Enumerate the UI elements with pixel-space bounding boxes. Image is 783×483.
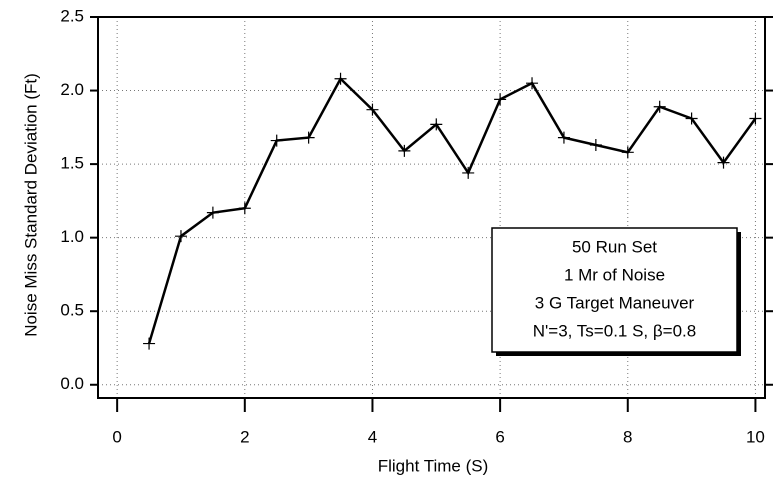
data-point: [334, 72, 347, 85]
x-tick-label: 4: [368, 427, 377, 446]
data-point: [557, 131, 570, 144]
data-line: [147, 76, 757, 344]
x-axis-title: Flight Time (S): [378, 456, 489, 475]
data-point: [174, 230, 187, 243]
annotation-line: 1 Mr of Noise: [564, 265, 665, 284]
y-tick-label: 1.5: [60, 154, 84, 173]
y-tick-label: 0.0: [60, 374, 84, 393]
data-point: [206, 206, 219, 219]
x-tick-label: 2: [240, 427, 249, 446]
data-point: [749, 112, 762, 125]
x-tick-label: 0: [112, 427, 121, 446]
data-point: [270, 134, 283, 147]
y-tick-label: 2.0: [60, 80, 84, 99]
data-point: [430, 118, 443, 131]
data-point: [398, 144, 411, 157]
x-tick-label: 6: [495, 427, 504, 446]
annotation-line: 3 G Target Maneuver: [535, 293, 695, 312]
data-point: [589, 138, 602, 151]
data-point: [302, 131, 315, 144]
data-point: [494, 93, 507, 106]
data-point: [143, 337, 156, 350]
data-point: [621, 146, 634, 159]
y-axis-title: Noise Miss Standard Deviation (Ft): [21, 73, 40, 337]
data-point: [717, 156, 730, 169]
data-point: [653, 100, 666, 113]
y-tick-label: 0.5: [60, 301, 84, 320]
x-tick-label: 8: [623, 427, 632, 446]
x-tick-label: 10: [746, 427, 765, 446]
data-point: [366, 103, 379, 116]
y-tick-label: 1.0: [60, 227, 84, 246]
data-point: [462, 166, 475, 179]
annotation-line: 50 Run Set: [572, 237, 657, 256]
data-point: [685, 112, 698, 125]
y-tick-label: 2.5: [60, 6, 84, 25]
data-point: [526, 77, 539, 90]
data-point: [238, 202, 251, 215]
plot-frame: [97, 16, 766, 399]
annotation-line: N'=3, Ts=0.1 S, β=0.8: [533, 321, 696, 340]
annotation-box: [491, 227, 738, 353]
